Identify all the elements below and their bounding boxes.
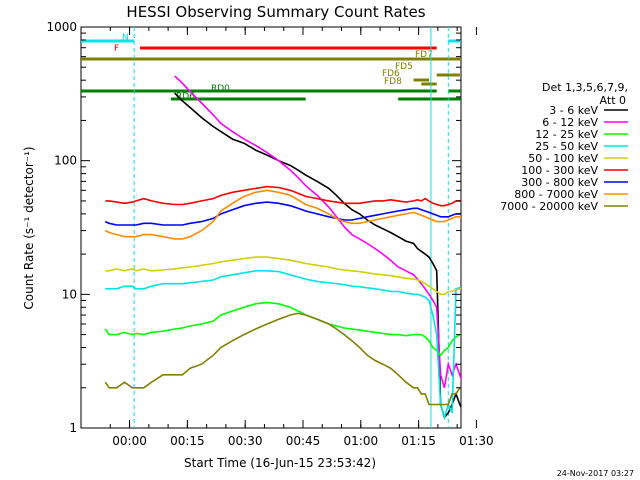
legend-label-3: 25 - 50 keV bbox=[535, 140, 598, 153]
axes: 1 10 100 1000 00:00 00:15 00:30 00:45 01:00 01:15… bbox=[46, 20, 493, 448]
series-line-0 bbox=[174, 92, 461, 420]
x-tick-label: 00:00 bbox=[112, 434, 147, 448]
series-group bbox=[104, 75, 461, 421]
legend-header-2: Att 0 bbox=[600, 94, 626, 107]
series-line-2 bbox=[104, 301, 461, 357]
series-line-5 bbox=[105, 185, 461, 207]
series-line-3 bbox=[105, 270, 461, 421]
chart-title: HESSI Observing Summary Count Rates bbox=[126, 3, 425, 21]
y-tick-label: 100 bbox=[54, 154, 77, 168]
y-tick-label: 1000 bbox=[46, 20, 77, 34]
flag-label-fd5: FD5 bbox=[395, 62, 413, 72]
series-line-1 bbox=[174, 75, 461, 389]
x-tick-label: 00:45 bbox=[286, 434, 321, 448]
flag-label-rd6: RD6 bbox=[176, 92, 195, 102]
y-axis-label: Count Rate (s⁻¹ detector⁻¹) bbox=[22, 146, 36, 309]
legend-label-7: 800 - 7000 keV bbox=[514, 188, 598, 201]
flag-label-fd8: FD8 bbox=[384, 77, 402, 87]
flag-label-fd6: FD6 bbox=[382, 69, 400, 79]
series-line-8 bbox=[104, 312, 461, 406]
y-tick-label: 10 bbox=[62, 287, 77, 301]
legend-label-4: 50 - 100 keV bbox=[528, 152, 598, 165]
data-series bbox=[104, 75, 461, 421]
y-tick-label: 1 bbox=[69, 421, 77, 435]
x-tick-label: 01:15 bbox=[401, 434, 436, 448]
flag-label-rd0: RD0 bbox=[211, 84, 230, 94]
series-line-6 bbox=[104, 201, 461, 226]
x-tick-label: 00:30 bbox=[228, 434, 263, 448]
legend-label-8: 7000 - 20000 keV bbox=[500, 200, 598, 213]
flag-label-n: N bbox=[122, 33, 129, 43]
legend-label-1: 6 - 12 keV bbox=[542, 116, 598, 129]
flag-label-fd7: FD7 bbox=[415, 50, 433, 60]
series-line-4 bbox=[105, 256, 461, 296]
x-tick-label: 01:00 bbox=[344, 434, 379, 448]
x-axis-label: Start Time (16-Jun-15 23:53:42) bbox=[184, 456, 376, 470]
legend-label-0: 3 - 6 keV bbox=[549, 104, 598, 117]
legend-header-1: Det 1,3,5,6,7,9, bbox=[542, 81, 628, 94]
footer-timestamp: 24-Nov-2017 03:27 bbox=[557, 469, 634, 478]
series-line-7 bbox=[104, 189, 461, 240]
legend-label-6: 300 - 800 keV bbox=[521, 176, 598, 189]
flag-label-f: F bbox=[114, 44, 119, 54]
legend-label-2: 12 - 25 keV bbox=[535, 128, 598, 141]
x-tick-label: 00:15 bbox=[170, 434, 205, 448]
legend-label-5: 100 - 300 keV bbox=[521, 164, 598, 177]
x-tick-label: 01:30 bbox=[459, 434, 494, 448]
plot-frame bbox=[80, 26, 462, 429]
